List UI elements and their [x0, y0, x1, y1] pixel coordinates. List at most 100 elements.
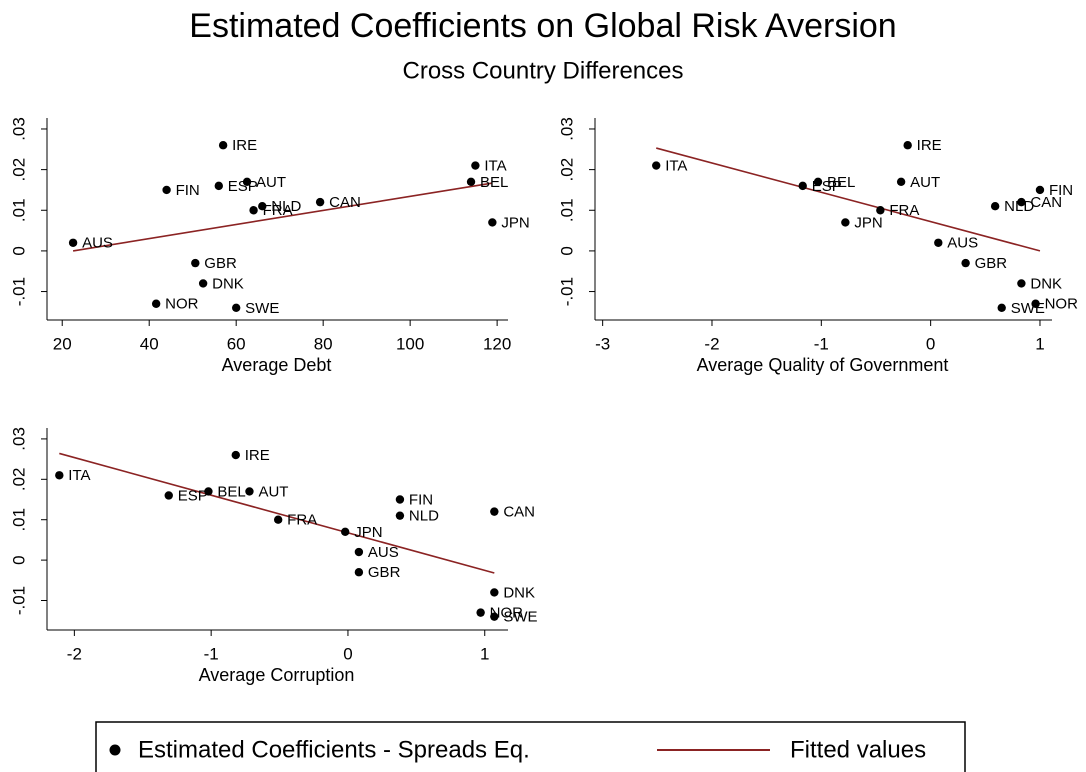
point — [990, 201, 1000, 211]
point-label: GBR — [975, 255, 1008, 272]
x-tick-label: -1 — [204, 644, 219, 663]
point — [1017, 197, 1026, 207]
point — [490, 588, 499, 597]
point-label: JPN — [854, 214, 882, 231]
point-label: NLD — [1004, 198, 1034, 215]
point — [231, 450, 240, 460]
point — [490, 612, 499, 621]
y-tick-label: -.01 — [9, 277, 28, 306]
point-label: ESP — [228, 178, 258, 195]
point-label: FIN — [409, 491, 433, 508]
point-label: SWE — [245, 300, 279, 317]
point — [242, 177, 252, 187]
point — [476, 608, 485, 617]
point — [214, 181, 223, 191]
point-label: AUT — [256, 174, 286, 191]
point — [231, 303, 241, 313]
x-axis-label: Average Quality of Government — [697, 355, 949, 375]
title: Estimated Coefficients on Global Risk Av… — [189, 7, 896, 45]
x-tick-label: -2 — [704, 334, 719, 353]
x-tick-label: 20 — [53, 334, 72, 353]
point-label: NOR — [165, 296, 199, 313]
point-label: NLD — [409, 508, 439, 525]
x-tick-label: 1 — [480, 644, 489, 663]
point — [813, 177, 823, 187]
fitted-line — [72, 182, 493, 252]
x-tick-label: -3 — [595, 334, 610, 353]
point — [395, 511, 405, 520]
x-axis-label: Average Debt — [222, 355, 332, 375]
y-tick-label: -.01 — [9, 586, 28, 615]
y-tick-label: .03 — [9, 427, 28, 451]
x-tick-label: 0 — [343, 644, 352, 663]
x-tick-label: -2 — [67, 644, 82, 663]
point-label: AUT — [910, 174, 940, 191]
point-label: FIN — [1049, 182, 1073, 199]
point-label: BEL — [217, 483, 245, 500]
point — [315, 197, 325, 207]
x-tick-label: 40 — [140, 334, 159, 353]
point — [354, 547, 364, 557]
point — [488, 218, 497, 227]
point-label: FRA — [287, 512, 317, 529]
point-label: IRE — [245, 447, 270, 464]
point-label: NOR — [1045, 296, 1079, 313]
x-tick-label: -1 — [814, 334, 829, 353]
legend-label: Fitted values — [790, 736, 926, 763]
y-tick-label: -.01 — [557, 277, 576, 306]
point-label: SWE — [503, 609, 537, 626]
legend-symbol — [109, 744, 121, 756]
y-tick-label: .01 — [557, 198, 576, 222]
point-label: JPN — [501, 214, 529, 231]
point — [997, 303, 1006, 313]
point — [164, 491, 173, 500]
point — [896, 177, 906, 187]
point-label: IRE — [232, 137, 257, 154]
point-label: DNK — [1030, 275, 1062, 292]
point — [68, 238, 78, 247]
point-label: DNK — [212, 275, 244, 292]
point-label: ITA — [665, 158, 687, 175]
point — [258, 201, 267, 211]
legend-label: Estimated Coefficients - Spreads Eq. — [138, 736, 530, 763]
y-tick-label: .02 — [557, 158, 576, 182]
y-tick-label: .02 — [9, 158, 28, 182]
point — [961, 258, 970, 268]
point-label: GBR — [368, 564, 401, 581]
point — [652, 161, 661, 170]
point-label: FRA — [263, 202, 293, 219]
point-label: ITA — [484, 158, 506, 175]
fitted-line — [59, 452, 495, 574]
point-label: AUT — [258, 483, 288, 500]
point — [1035, 185, 1045, 195]
point — [245, 487, 254, 496]
point-label: FRA — [889, 202, 919, 219]
y-tick-label: 0 — [557, 246, 576, 255]
y-tick-label: .01 — [9, 198, 28, 222]
point-label: JPN — [354, 524, 382, 541]
point — [191, 258, 200, 268]
x-tick-label: 60 — [227, 334, 246, 353]
point — [55, 471, 64, 480]
point-label: AUS — [82, 235, 113, 252]
point — [466, 177, 476, 187]
point — [798, 181, 807, 191]
x-axis-label: Average Corruption — [199, 665, 355, 685]
point — [198, 279, 208, 288]
fitted-line — [656, 147, 1041, 252]
y-tick-label: 0 — [9, 246, 28, 255]
point — [395, 495, 405, 504]
y-tick-label: 0 — [9, 555, 28, 564]
point — [471, 161, 480, 170]
point-label: CAN — [1030, 194, 1062, 211]
point-label: NLD — [271, 198, 301, 215]
x-tick-label: 0 — [926, 334, 935, 353]
point — [151, 299, 161, 308]
point-label: ESP — [178, 487, 208, 504]
subtitle: Cross Country Differences — [403, 57, 684, 84]
point-label: IRE — [917, 137, 942, 154]
point-label: BEL — [480, 174, 508, 191]
legend-box — [95, 721, 966, 772]
